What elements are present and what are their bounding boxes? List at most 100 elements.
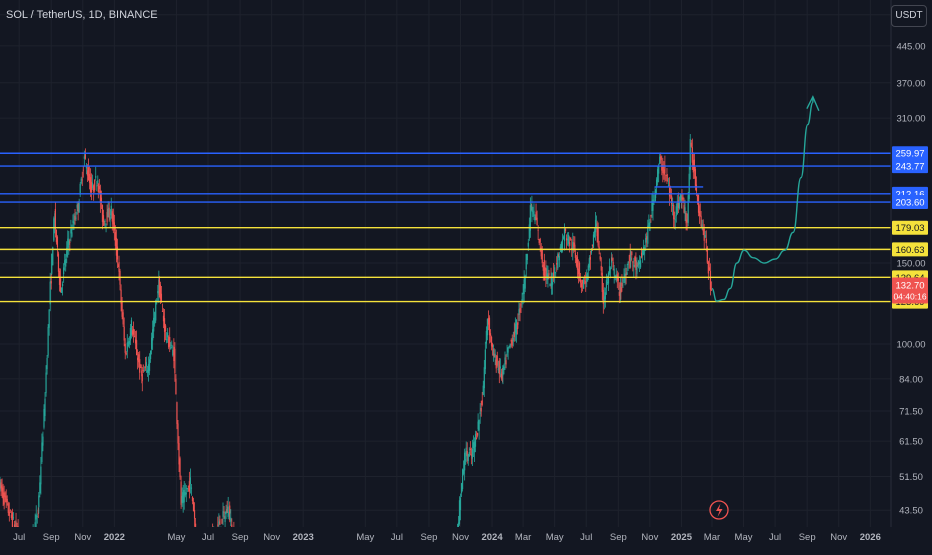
price-tick-label: 61.50 bbox=[899, 437, 923, 448]
candle-body bbox=[166, 338, 168, 340]
candle-body bbox=[126, 342, 128, 352]
candle-body bbox=[163, 318, 166, 332]
candle-body bbox=[651, 200, 653, 212]
candle-body bbox=[44, 398, 46, 416]
time-tick-label: Jul bbox=[580, 532, 592, 543]
time-axis[interactable] bbox=[0, 527, 932, 550]
candle-body bbox=[154, 312, 156, 324]
candle-body bbox=[668, 186, 671, 197]
candle-body bbox=[1, 485, 3, 492]
candle-body bbox=[493, 353, 495, 358]
candle-body bbox=[145, 362, 148, 367]
candle-body bbox=[155, 300, 157, 321]
candle-body bbox=[157, 291, 159, 294]
candle-body bbox=[563, 228, 566, 242]
candle-body bbox=[624, 273, 626, 283]
candle-body bbox=[179, 458, 181, 478]
candle-body bbox=[598, 246, 600, 250]
candle-body bbox=[153, 317, 155, 332]
candle-body bbox=[228, 511, 230, 516]
candle-body bbox=[673, 205, 675, 220]
candle-body bbox=[478, 420, 480, 431]
candle-body bbox=[190, 487, 193, 489]
candle-body bbox=[697, 194, 700, 213]
currency-button[interactable]: USDT bbox=[891, 5, 927, 27]
candle-body bbox=[39, 482, 41, 494]
candle-body bbox=[116, 246, 119, 260]
candle-body bbox=[556, 263, 558, 265]
candle-body bbox=[694, 169, 697, 188]
candle-body bbox=[657, 169, 659, 183]
candle-body bbox=[515, 320, 517, 335]
candle-body bbox=[507, 347, 509, 353]
candle-body bbox=[468, 452, 470, 457]
candle-body bbox=[562, 237, 565, 239]
candle-body bbox=[84, 154, 86, 159]
price-tick-label: 370.00 bbox=[896, 78, 925, 89]
candle-body bbox=[678, 201, 680, 209]
candle-body bbox=[494, 353, 496, 358]
candle-body bbox=[8, 511, 10, 516]
candle-body bbox=[665, 174, 667, 176]
candle-body bbox=[482, 385, 484, 395]
candle-body bbox=[664, 165, 666, 174]
candle-body bbox=[674, 218, 676, 220]
time-tick-label: Mar bbox=[704, 532, 720, 543]
candle-body bbox=[158, 277, 160, 298]
grid-layer bbox=[0, 0, 891, 527]
candle-body bbox=[583, 279, 585, 289]
candle-body bbox=[534, 216, 536, 222]
candle-body bbox=[489, 333, 492, 336]
candle-body bbox=[488, 317, 491, 336]
symbol-title: SOL / TetherUS, 1D, BINANCE bbox=[6, 9, 158, 21]
candle-body bbox=[148, 359, 151, 371]
candle-body bbox=[524, 275, 526, 289]
candle-body bbox=[15, 521, 17, 527]
candle-body bbox=[495, 359, 497, 369]
candle-body bbox=[192, 501, 195, 512]
candle-body bbox=[558, 256, 560, 261]
candle-body bbox=[553, 272, 555, 278]
candle-body bbox=[554, 267, 556, 274]
candle-body bbox=[699, 203, 701, 216]
candle-body bbox=[92, 183, 94, 188]
candle-body bbox=[225, 511, 227, 514]
candle-body bbox=[177, 423, 179, 444]
candle-body bbox=[597, 228, 599, 246]
candle-body bbox=[632, 261, 634, 263]
candle-body bbox=[700, 215, 702, 227]
candle-body bbox=[579, 279, 582, 283]
candle-body bbox=[164, 325, 167, 332]
candle-body bbox=[559, 246, 561, 250]
projection-curve[interactable] bbox=[711, 101, 814, 302]
candle-body bbox=[0, 479, 1, 490]
candle-body bbox=[457, 522, 460, 527]
candle-body bbox=[609, 268, 612, 270]
candle-body bbox=[142, 370, 144, 371]
candle-body bbox=[603, 296, 605, 302]
candle-body bbox=[130, 320, 133, 336]
candle-body bbox=[666, 180, 669, 182]
lightning-bolt-icon[interactable] bbox=[709, 500, 729, 520]
candle-body bbox=[152, 329, 154, 341]
candle-body bbox=[644, 249, 646, 252]
candle-body bbox=[568, 235, 570, 244]
candle-body bbox=[552, 282, 554, 285]
candle-body bbox=[460, 483, 463, 493]
candle-body bbox=[663, 169, 665, 175]
candle-body bbox=[634, 256, 636, 262]
candle-body bbox=[508, 345, 510, 348]
candle-body bbox=[656, 179, 658, 187]
candle-body bbox=[472, 442, 475, 449]
price-tick-label: 100.00 bbox=[896, 340, 925, 351]
candle-body bbox=[519, 308, 521, 313]
candle-body bbox=[47, 326, 49, 356]
candle-body bbox=[493, 348, 495, 356]
candle-body bbox=[633, 264, 635, 267]
time-tick-label: May bbox=[546, 532, 564, 543]
candle-body bbox=[113, 222, 115, 231]
candle-body bbox=[173, 347, 175, 361]
candle-body bbox=[139, 359, 141, 373]
